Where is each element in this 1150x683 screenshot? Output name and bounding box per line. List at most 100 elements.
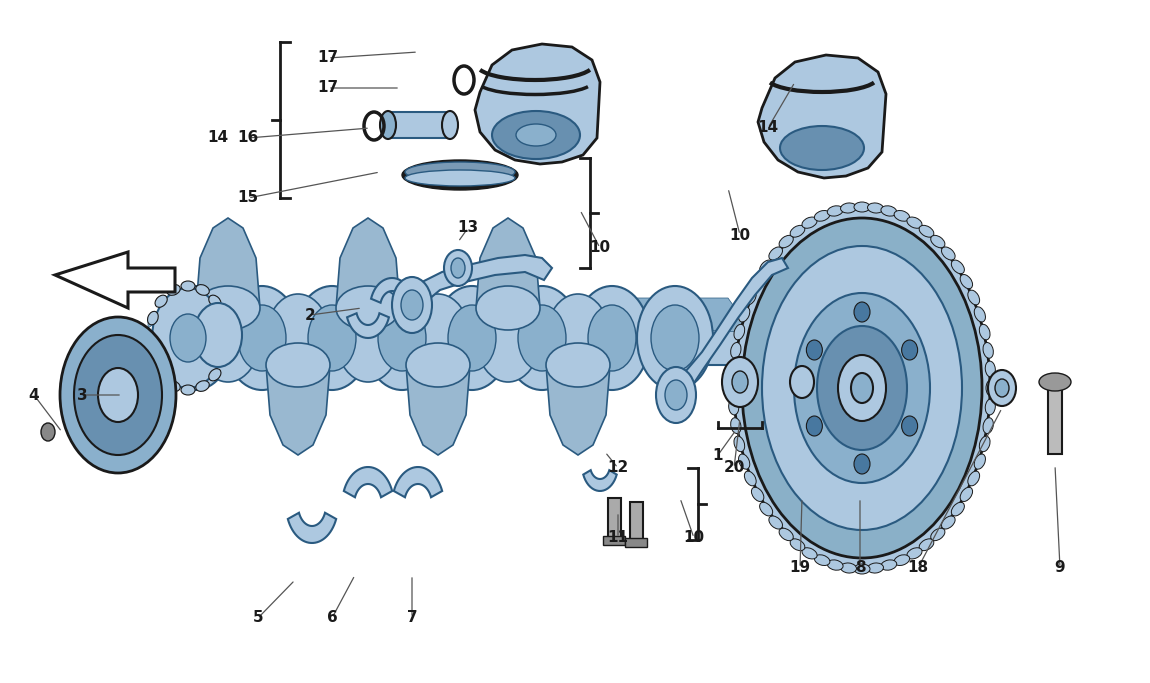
Ellipse shape [988,370,1015,406]
Ellipse shape [827,206,843,216]
Ellipse shape [434,286,509,390]
Ellipse shape [738,454,750,469]
Ellipse shape [451,258,465,278]
Ellipse shape [814,555,830,566]
Ellipse shape [986,399,996,415]
Ellipse shape [780,126,864,170]
Ellipse shape [790,539,805,550]
Ellipse shape [760,260,773,274]
Ellipse shape [266,343,330,387]
Polygon shape [55,252,175,308]
Ellipse shape [762,246,963,530]
Ellipse shape [919,225,934,237]
Ellipse shape [733,371,748,393]
Ellipse shape [380,111,396,139]
Ellipse shape [769,516,782,529]
Polygon shape [583,470,616,491]
Ellipse shape [217,311,229,325]
Ellipse shape [802,217,818,228]
Ellipse shape [406,343,470,387]
Ellipse shape [974,454,986,469]
Ellipse shape [194,303,242,367]
Ellipse shape [760,502,773,516]
Polygon shape [266,365,330,455]
Ellipse shape [730,418,741,434]
Text: 11: 11 [607,531,629,546]
Ellipse shape [881,206,897,216]
Ellipse shape [209,369,221,381]
Ellipse shape [867,563,883,573]
Polygon shape [148,298,745,332]
Polygon shape [476,218,540,308]
Ellipse shape [266,294,330,382]
Ellipse shape [806,416,822,436]
Polygon shape [371,278,413,303]
Text: 17: 17 [317,81,338,96]
Ellipse shape [854,564,871,574]
Ellipse shape [867,203,883,213]
Polygon shape [475,44,600,164]
Ellipse shape [1038,373,1071,391]
Text: 16: 16 [237,130,259,145]
Text: 19: 19 [789,561,811,576]
Text: 14: 14 [758,120,779,135]
Polygon shape [393,467,442,497]
Text: 3: 3 [77,387,87,402]
Ellipse shape [167,285,181,295]
Ellipse shape [894,210,910,221]
Ellipse shape [336,286,400,330]
Ellipse shape [968,290,980,305]
Ellipse shape [546,294,610,382]
Text: 14: 14 [207,130,228,145]
Ellipse shape [734,436,745,451]
Ellipse shape [881,560,897,570]
Ellipse shape [406,294,470,382]
Ellipse shape [951,502,965,516]
Ellipse shape [729,361,738,377]
Text: 9: 9 [1055,561,1065,576]
Ellipse shape [790,366,814,398]
Ellipse shape [930,236,945,248]
Polygon shape [546,365,610,455]
Ellipse shape [196,380,209,391]
Ellipse shape [546,343,610,387]
Ellipse shape [665,380,687,410]
Ellipse shape [742,218,982,558]
Ellipse shape [980,324,990,340]
Ellipse shape [838,355,886,421]
Text: 10: 10 [590,240,611,255]
Bar [624,538,647,547]
Ellipse shape [960,487,973,501]
Text: 4: 4 [29,387,39,402]
Text: 12: 12 [607,460,629,475]
Ellipse shape [816,326,907,450]
Text: 6: 6 [327,611,337,626]
Polygon shape [672,258,788,402]
Ellipse shape [392,277,432,333]
Ellipse shape [802,548,818,559]
Ellipse shape [827,560,843,570]
Ellipse shape [170,314,206,362]
Ellipse shape [790,225,805,237]
Ellipse shape [902,340,918,360]
Ellipse shape [986,361,996,377]
Polygon shape [336,218,400,308]
Ellipse shape [942,247,956,260]
Ellipse shape [951,260,965,274]
Ellipse shape [444,250,472,286]
Ellipse shape [518,305,566,371]
Ellipse shape [221,331,231,345]
Ellipse shape [365,286,440,390]
Ellipse shape [983,342,994,359]
Ellipse shape [968,471,980,486]
Ellipse shape [476,294,540,382]
Ellipse shape [588,305,636,371]
Bar [608,498,621,540]
Ellipse shape [942,516,956,529]
Ellipse shape [152,288,224,388]
Ellipse shape [402,160,518,190]
Ellipse shape [167,380,181,391]
Text: 18: 18 [907,561,928,576]
Ellipse shape [196,286,260,330]
Text: 17: 17 [317,51,338,66]
